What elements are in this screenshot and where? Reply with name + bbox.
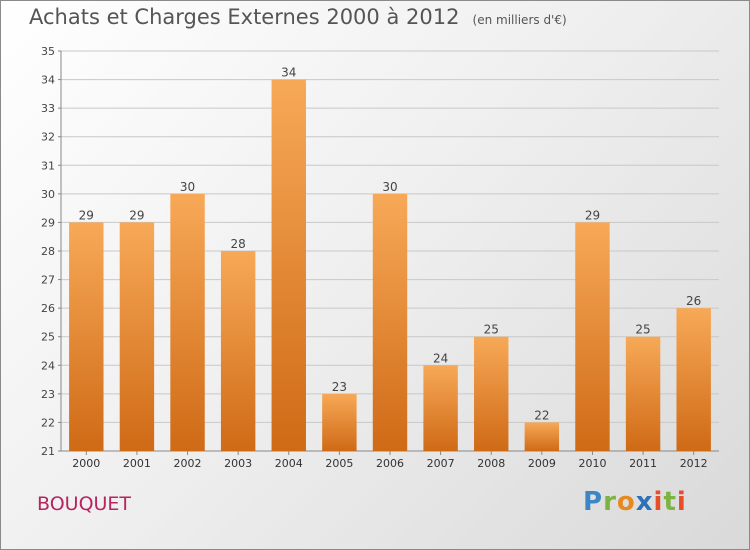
x-tick-label: 2006 <box>376 457 404 470</box>
bars <box>69 79 711 452</box>
x-tick-label: 2003 <box>224 457 252 470</box>
x-tick-label: 2009 <box>528 457 556 470</box>
y-tick-label: 27 <box>41 274 55 287</box>
data-label: 34 <box>281 66 296 80</box>
bar <box>322 393 357 451</box>
y-tick-label: 23 <box>41 388 55 401</box>
x-tick-label: 2004 <box>275 457 303 470</box>
y-tick-label: 35 <box>41 45 55 58</box>
y-tick-label: 26 <box>41 302 55 315</box>
y-tick-label: 32 <box>41 131 55 144</box>
x-tick-label: 2000 <box>72 457 100 470</box>
x-tick-label: 2007 <box>427 457 455 470</box>
bar <box>423 365 458 451</box>
title-row: Achats et Charges Externes 2000 à 2012 (… <box>29 5 567 29</box>
bar <box>271 79 306 452</box>
y-tick-label: 31 <box>41 159 55 172</box>
data-label: 24 <box>433 351 448 365</box>
data-label: 30 <box>382 180 397 194</box>
data-label: 29 <box>585 208 600 222</box>
data-label: 30 <box>180 180 195 194</box>
proxiti-logo: Proxiti <box>583 487 687 517</box>
y-tick-label: 22 <box>41 416 55 429</box>
bar <box>170 193 205 451</box>
bar <box>372 193 408 451</box>
bar <box>119 222 155 451</box>
bar <box>676 308 711 451</box>
bar <box>524 422 560 451</box>
y-tick-label: 28 <box>41 245 55 258</box>
y-tick-label: 33 <box>41 102 55 115</box>
data-label: 22 <box>534 408 549 422</box>
chart-title: Achats et Charges Externes 2000 à 2012 <box>29 5 460 29</box>
y-tick-label: 24 <box>41 359 55 372</box>
x-tick-label: 2001 <box>123 457 151 470</box>
y-tick-label: 30 <box>41 188 55 201</box>
x-tick-label: 2008 <box>477 457 505 470</box>
data-label: 29 <box>79 208 94 222</box>
y-tick-label: 29 <box>41 216 55 229</box>
x-tick-label: 2010 <box>578 457 606 470</box>
data-label: 26 <box>686 294 701 308</box>
y-tick-label: 25 <box>41 331 55 344</box>
x-tick-label: 2002 <box>174 457 202 470</box>
y-tick-label: 34 <box>41 74 55 87</box>
data-label: 25 <box>484 323 499 337</box>
x-tick-label: 2011 <box>629 457 657 470</box>
town-name: BOUQUET <box>37 493 132 515</box>
y-tick-label: 21 <box>41 445 55 458</box>
data-label: 23 <box>332 380 347 394</box>
chart-unit: (en milliers d'€) <box>472 13 567 27</box>
data-label: 29 <box>129 208 144 222</box>
bar <box>625 336 661 451</box>
bar <box>575 222 610 451</box>
bar <box>69 222 104 451</box>
bar <box>220 251 256 451</box>
x-tick-label: 2005 <box>325 457 353 470</box>
bar <box>474 336 509 451</box>
data-labels: 29 29 30 28 34 23 30 24 25 22 29 25 26 <box>79 66 702 423</box>
data-label: 25 <box>635 323 650 337</box>
x-tick-label: 2012 <box>680 457 708 470</box>
data-label: 28 <box>231 237 246 251</box>
